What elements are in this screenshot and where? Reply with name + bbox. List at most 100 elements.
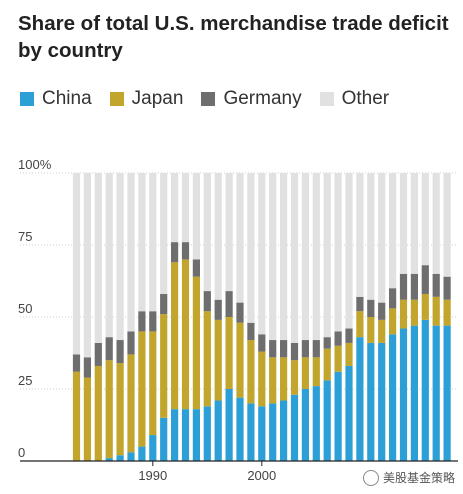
bar-china xyxy=(247,403,255,461)
bar-germany xyxy=(214,299,222,320)
bar-germany xyxy=(334,331,342,346)
bar-other xyxy=(116,173,124,341)
bar-germany xyxy=(203,291,211,312)
y-tick-label: 25 xyxy=(18,373,32,388)
bar-germany xyxy=(116,340,124,364)
bar-japan xyxy=(149,331,157,436)
bar-germany xyxy=(225,291,233,317)
bar-japan xyxy=(399,299,408,329)
bar-other xyxy=(290,173,299,343)
legend-item-other: Other xyxy=(319,88,390,110)
bar-germany xyxy=(301,340,309,358)
legend-swatch xyxy=(20,92,34,106)
bar-germany xyxy=(443,276,451,300)
bar-other xyxy=(389,173,397,289)
bar-china xyxy=(181,409,190,461)
bar-china xyxy=(160,417,168,461)
bar-germany xyxy=(160,293,168,315)
bar-japan xyxy=(94,365,102,461)
bar-china xyxy=(312,386,320,461)
bar-germany xyxy=(345,328,353,343)
bar-other xyxy=(203,173,211,292)
bar-germany xyxy=(127,331,135,355)
bar-germany xyxy=(83,357,91,378)
bar-japan xyxy=(72,371,81,461)
bar-japan xyxy=(214,319,222,401)
bar-other xyxy=(334,173,342,332)
bar-other xyxy=(214,173,222,300)
bar-japan xyxy=(247,340,255,404)
bar-other xyxy=(236,173,244,303)
bar-china xyxy=(149,435,157,461)
bar-china xyxy=(432,325,440,461)
bar-other xyxy=(127,173,135,332)
bar-china xyxy=(171,409,179,461)
bar-japan xyxy=(192,276,200,410)
legend-item-china: China xyxy=(20,88,92,110)
bar-china xyxy=(258,406,266,461)
bar-other xyxy=(72,173,81,355)
bar-germany xyxy=(94,342,102,366)
bar-japan xyxy=(345,342,353,366)
bar-other xyxy=(94,173,102,343)
bar-germany xyxy=(399,273,408,300)
bar-other xyxy=(138,173,146,312)
legend-swatch xyxy=(109,92,124,106)
bar-germany xyxy=(367,299,375,317)
bar-germany xyxy=(389,288,397,309)
bar-germany xyxy=(432,273,440,297)
legend-label: Other xyxy=(341,88,390,109)
bar-china xyxy=(323,380,331,461)
wechat-logo-icon xyxy=(362,469,379,486)
legend-item-germany: Germany xyxy=(201,88,302,110)
bar-china xyxy=(378,342,386,461)
bar-china xyxy=(367,342,375,461)
bar-japan xyxy=(138,331,146,447)
legend-label: Japan xyxy=(131,88,184,109)
bar-japan xyxy=(225,317,233,389)
bar-other xyxy=(301,173,309,341)
bar-germany xyxy=(280,340,288,358)
x-tick-label: 1990 xyxy=(138,468,167,483)
bar-china xyxy=(399,328,408,461)
bar-china xyxy=(301,389,309,461)
bar-other xyxy=(432,173,440,274)
bar-japan xyxy=(236,322,244,398)
bar-germany xyxy=(171,242,179,263)
bar-other xyxy=(356,173,364,297)
bar-germany xyxy=(312,340,320,358)
bar-japan xyxy=(443,299,451,326)
bar-germany xyxy=(149,311,157,332)
y-tick-label: 100% xyxy=(18,157,52,172)
bar-germany xyxy=(138,311,146,332)
bar-other xyxy=(258,173,266,335)
bar-other xyxy=(105,173,113,338)
bar-japan xyxy=(334,345,342,372)
bar-other xyxy=(160,173,168,294)
bar-other xyxy=(247,173,255,323)
bar-japan xyxy=(290,360,299,395)
bar-other xyxy=(367,173,375,300)
y-tick-label: 50 xyxy=(18,301,32,316)
bar-japan xyxy=(171,262,179,410)
bar-other xyxy=(225,173,233,292)
bar-china xyxy=(105,458,113,461)
bar-china xyxy=(203,406,211,461)
bar-germany xyxy=(247,322,255,341)
watermark-text: 美股基金策略 xyxy=(382,471,455,485)
legend-label: Germany xyxy=(223,88,302,109)
bar-germany xyxy=(378,302,386,320)
chart-title: Share of total U.S. merchandise trade de… xyxy=(18,12,449,62)
bar-germany xyxy=(258,334,266,352)
bar-china xyxy=(443,325,451,461)
bar-japan xyxy=(301,357,309,389)
bar-other xyxy=(312,173,320,341)
watermark: 美股基金策略 xyxy=(362,469,455,486)
bar-other xyxy=(83,173,91,358)
bar-germany xyxy=(105,337,113,361)
bar-germany xyxy=(356,296,364,312)
bar-japan xyxy=(421,293,429,320)
bar-other xyxy=(323,173,331,338)
bar-other xyxy=(280,173,288,341)
